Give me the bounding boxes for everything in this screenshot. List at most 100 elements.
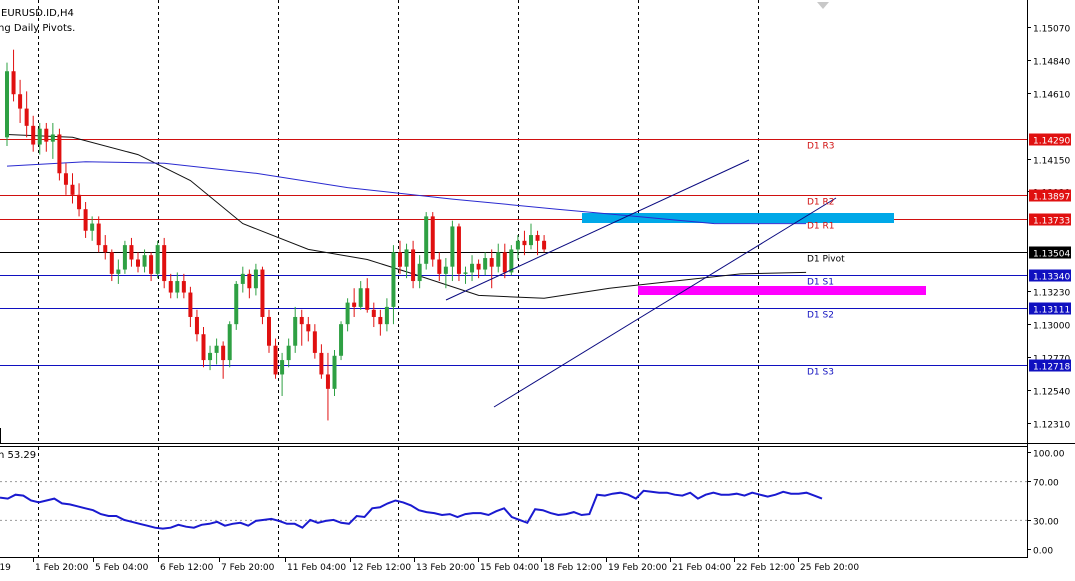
trendline-upper[interactable] [445,159,750,301]
candle-body [267,316,271,346]
candle-body [136,259,140,267]
candle-body [37,128,42,145]
price-tag-label: 1.13733 [1033,217,1070,227]
candlestick-series [5,49,547,421]
candle-body [44,128,49,142]
candle-body [162,245,167,282]
candle-body [345,302,350,325]
price-tick-label: 1.14610 [1033,91,1070,101]
candle-body [18,94,23,109]
time-tick-label: 21 Feb 04:00 [672,563,731,573]
candle-body [496,252,501,267]
candle-body [522,240,527,246]
candle-body [417,263,422,282]
candle-body [129,245,134,260]
time-tick-label: 7 Feb 20:00 [221,563,275,573]
candle-body [221,345,226,361]
candle-body [31,125,36,145]
candle-body [529,235,533,246]
candle-body [332,355,337,389]
symbol-title: EURUSD.ID,H4 [1,8,74,19]
time-tick-label: 18 Feb 12:00 [543,563,602,573]
pivot-label: D1 Pivot [807,255,845,265]
rsi-tick-label: 100.00 [1033,450,1065,460]
pivot-label: D1 S2 [807,311,834,321]
candle-body [247,273,252,289]
price-tick-label: 1.12540 [1033,388,1070,398]
candle-body [142,255,147,267]
candle-body [214,345,219,353]
time-tick-label: 13 Feb 20:00 [416,563,475,573]
pivot-labels: D1 R3 D1 R2 D1 R1 D1 Pivot D1 S1 D1 S2 D1 S3 [807,142,845,378]
candle-body [273,345,278,375]
support-zone-box[interactable] [638,286,926,295]
candle-body [77,194,82,210]
candle-body [463,272,468,274]
candle-body [542,240,547,250]
candle-body [483,258,488,270]
candle-body [476,263,481,270]
price-tick-label: 1.12310 [1033,421,1070,431]
time-tick-label: 12 Feb 12:00 [352,563,411,573]
rsi-tick-label: 30.00 [1033,518,1059,528]
price-tag [1029,359,1071,372]
candle-body [96,223,101,246]
price-tag [1029,189,1071,202]
price-tag-label: 1.13504 [1033,250,1070,260]
candle-body [391,252,396,307]
candle-body [109,252,114,274]
candle-body [70,184,75,195]
candle-body [168,281,173,293]
candle-body [5,71,9,138]
rsi-line [0,489,823,530]
time-axis[interactable]: 2019 1 Feb 20:00 5 Feb 04:00 6 Feb 12:00 7 F… [0,557,859,573]
rsi-caption: n 53.29 [0,450,36,461]
resistance-zone-box[interactable] [582,213,894,223]
time-tick-label: 1 Feb 20:00 [35,563,89,573]
candle-body [155,245,160,274]
time-tick-label: 6 Feb 12:00 [160,563,214,573]
price-tick-label: 1.14840 [1033,58,1070,68]
time-tick-label: 11 Feb 04:00 [287,563,346,573]
candle-body [306,324,311,332]
candle-body [509,249,514,273]
candle-body [319,352,324,375]
moving-average-line [6,134,807,299]
candle-body [83,209,88,231]
price-tick-label: 1.15070 [1033,25,1070,35]
price-tags: 1.14290 1.13897 1.13733 1.13504 1.13340 1.131… [1029,133,1071,373]
price-tag-label: 1.12718 [1033,363,1070,373]
candle-body [384,306,389,325]
time-tick-label: 25 Feb 20:00 [800,563,859,573]
candle-body [515,240,520,250]
rsi-tick-label: 0.00 [1033,547,1053,557]
candle-body [24,108,29,126]
candle-body [489,258,494,267]
candle-body [312,331,317,353]
candle-body [443,266,448,274]
candle-body [181,281,186,293]
price-tag [1029,133,1071,146]
price-tag [1029,269,1071,282]
candle-body [352,302,357,307]
chart-shift-marker[interactable] [817,2,829,9]
price-tick-label: 1.13000 [1033,322,1070,332]
moving-average-line [6,161,807,225]
candle-body [286,345,291,361]
candle-body [57,134,62,174]
candle-body [371,309,376,317]
price-tag-label: 1.13897 [1033,193,1070,203]
candle-body [201,334,206,361]
candle-body [411,249,416,282]
candle-body [116,269,121,274]
pivot-label: D1 R1 [807,222,835,232]
candle-body [194,316,199,335]
time-tick-label: 15 Feb 04:00 [480,563,539,573]
candle-body [11,71,16,95]
candle-body [378,316,383,325]
candle-body [293,316,298,346]
trendline-lower[interactable] [493,197,837,408]
price-tag-label: 1.13340 [1033,273,1070,283]
